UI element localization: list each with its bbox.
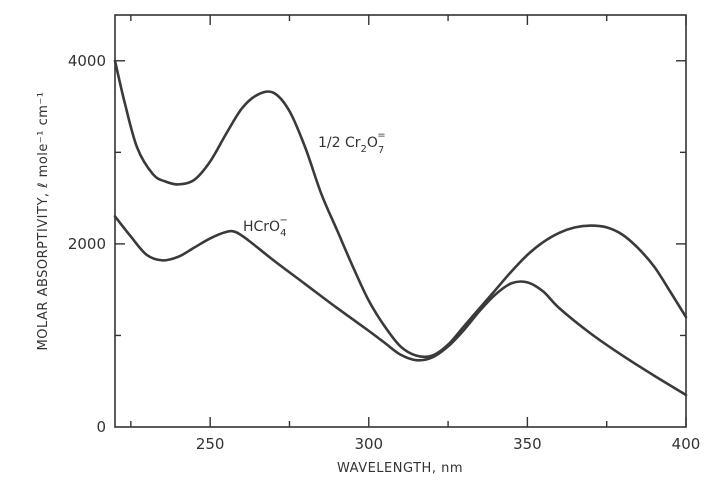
series-label-dichromate: 1/2 Cr2O7 = <box>318 130 386 156</box>
series-label-hydrogen-chromate: HCrO4 − <box>243 215 288 239</box>
plot-frame <box>114 14 687 428</box>
x-axis-label: WAVELENGTH, nm <box>337 461 463 476</box>
series-line-hydrogen-chromate <box>113 215 688 397</box>
dichromate-label-main: 1/2 Cr <box>318 135 361 151</box>
x-tick-label: 400 <box>672 435 701 453</box>
y-axis-label: MOLAR ABSORPTIVITY, ℓ mole⁻¹ cm⁻¹ <box>36 92 51 351</box>
hcro4-label-sub: 4 <box>280 228 286 239</box>
y-tick-label: 2000 <box>68 235 106 253</box>
x-tick-label: 250 <box>196 435 225 453</box>
x-tick-label: 300 <box>354 435 383 453</box>
series-line-dichromate <box>113 59 688 359</box>
y-tick-label: 4000 <box>68 52 106 70</box>
dichromate-label-sub2: 7 <box>378 145 384 156</box>
hcro4-label-sup: − <box>279 215 287 226</box>
hcro4-label-main: HCrO <box>243 219 280 235</box>
x-tick-label: 350 <box>513 435 542 453</box>
dichromate-label-sup: = <box>377 130 385 141</box>
axis-ticks <box>115 15 687 427</box>
series-lines <box>113 59 688 397</box>
dichromate-label-sub1: 2 <box>361 144 367 155</box>
y-tick-label: 0 <box>96 418 106 436</box>
dichromate-label-mid: O <box>367 135 378 151</box>
